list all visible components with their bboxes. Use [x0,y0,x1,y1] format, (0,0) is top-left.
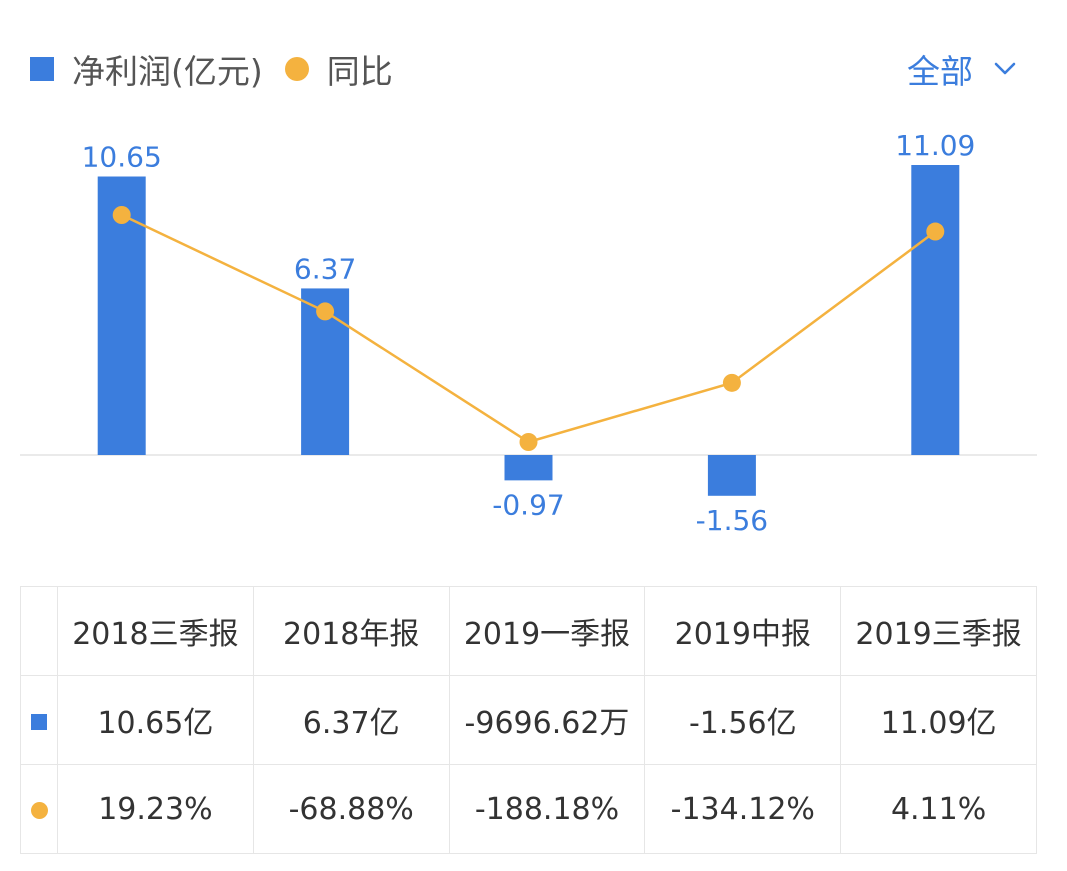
yoy-point [926,222,945,241]
bar-swatch-icon [31,713,47,730]
period-filter-dropdown[interactable]: 全部 [907,44,1017,94]
bar-value-label: 11.09 [895,129,975,162]
table-header-cell: 2019中报 [644,586,842,676]
table-cell: -1.56亿 [644,675,842,765]
table-corner-cell [20,586,58,676]
table-cell: 19.23% [57,764,254,854]
table-profit-row: 10.65亿 6.37亿 -9696.62万 -1.56亿 11.09亿 [20,675,1037,765]
table-header-cell: 2019三季报 [840,586,1037,676]
table-header-row: 2018三季报 2018年报 2019一季报 2019中报 2019三季报 [20,586,1037,676]
legend-line-swatch [284,57,309,81]
table-yoy-row: 19.23% -68.88% -188.18% -134.12% 4.11% [20,764,1037,854]
table-cell: 4.11% [840,764,1037,854]
table-cell: -68.88% [252,764,450,854]
legend-line-label: 同比 [326,52,393,91]
yoy-row-marker [20,764,58,854]
table-header-cell: 2019一季报 [448,586,646,676]
bar-value-label: 10.65 [82,141,162,174]
yoy-line [121,213,937,444]
bar [911,165,960,455]
bar-value-label: -1.56 [696,504,768,537]
table-cell: -188.18% [448,764,646,854]
bar [707,455,756,496]
bar-value-label: 6.37 [294,252,356,285]
yoy-point [722,373,741,392]
yoy-point [316,302,335,321]
yoy-point [519,433,538,451]
table-cell: 10.65亿 [57,675,254,765]
profit-chart: 10.65 6.37 -0.97 -1.56 11.09 [20,129,1037,537]
legend-bar-label: 净利润(亿元) [72,52,263,91]
table-cell: -134.12% [644,764,842,854]
chart-legend: 净利润(亿元) 同比 [30,44,393,94]
bar-value-label: -0.97 [492,488,564,521]
table-cell: 11.09亿 [840,675,1037,765]
legend-bar-swatch [30,57,54,81]
table-cell: -9696.62万 [448,675,646,765]
table-header-cell: 2018年报 [252,586,450,676]
table-header-cell: 2018三季报 [57,586,254,676]
table-cell: 6.37亿 [252,675,450,765]
yoy-point [112,206,131,224]
chevron-down-icon [994,62,1016,75]
data-table: 2018三季报 2018年报 2019一季报 2019中报 2019三季报 10… [20,586,1037,854]
line-swatch-icon [30,801,48,819]
profit-row-marker [20,675,58,765]
period-filter-label: 全部 [907,52,973,91]
bar [504,455,553,481]
